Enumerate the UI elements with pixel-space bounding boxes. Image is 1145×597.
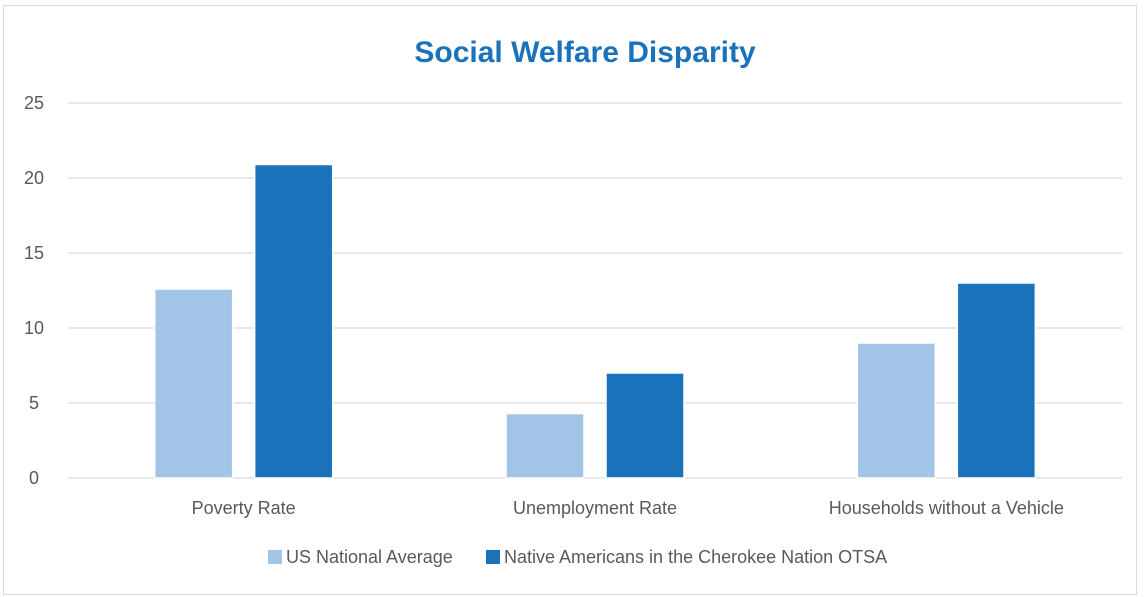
legend-label: Native Americans in the Cherokee Nation …	[504, 547, 887, 567]
x-tick-label: Households without a Vehicle	[829, 498, 1064, 518]
y-axis-ticks: 0 5 10 15 20 25	[24, 93, 44, 488]
y-tick-label: 5	[29, 393, 39, 413]
legend-swatch	[268, 550, 282, 564]
legend: US National Average Native Americans in t…	[268, 547, 887, 567]
bars	[153, 163, 1037, 479]
x-tick-label: Unemployment Rate	[513, 498, 677, 518]
bar	[605, 372, 685, 479]
gridlines	[68, 102, 1122, 479]
bar	[956, 282, 1037, 479]
x-tick-label: Poverty Rate	[192, 498, 296, 518]
legend-swatch	[486, 550, 500, 564]
y-tick-label: 25	[24, 93, 44, 113]
y-tick-label: 0	[29, 468, 39, 488]
y-tick-label: 10	[24, 318, 44, 338]
y-tick-label: 20	[24, 168, 44, 188]
chart-title: Social Welfare Disparity	[414, 36, 756, 69]
y-tick-label: 15	[24, 243, 44, 263]
bar	[153, 288, 234, 479]
x-axis-ticks: Poverty Rate Unemployment Rate Households …	[192, 498, 1064, 518]
bar	[253, 163, 334, 479]
legend-label: US National Average	[286, 547, 453, 567]
bar	[505, 412, 585, 479]
bar	[856, 342, 937, 479]
